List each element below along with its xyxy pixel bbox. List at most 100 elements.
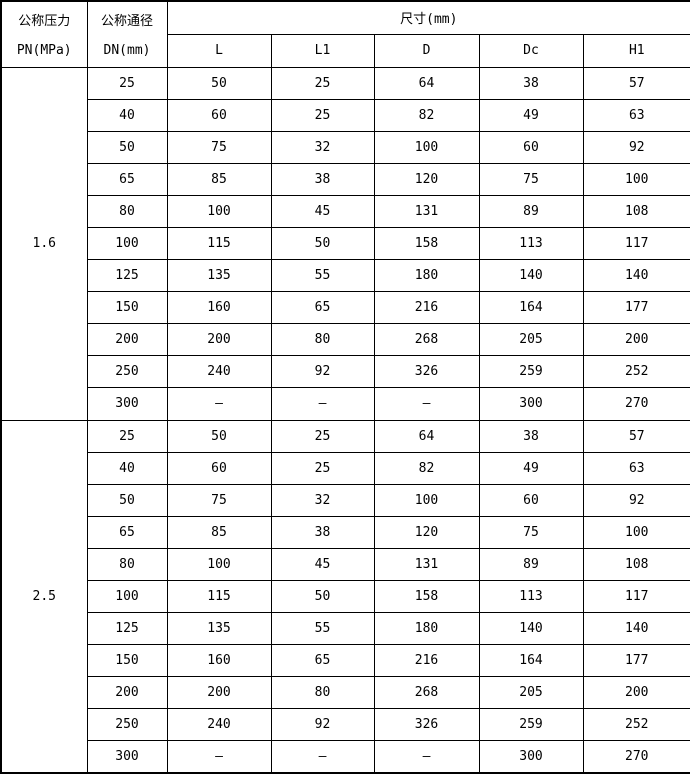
table-cell: 180: [373, 611, 480, 646]
table-cell: 92: [582, 483, 690, 517]
table-row: 80 100 45 131 89 108: [1, 547, 690, 581]
table-cell: 64: [373, 66, 480, 100]
header-dn-unit: DN(mm): [103, 43, 151, 59]
table-cell: 25: [86, 66, 168, 100]
table-row: 50 75 32 100 60 92: [1, 483, 690, 517]
table-row: 40 60 25 82 49 63: [1, 98, 690, 132]
header-col-L: L: [166, 33, 272, 68]
table-row: 100 115 50 158 113 117: [1, 579, 690, 613]
table-cell: 57: [582, 419, 690, 453]
table-cell: –: [166, 740, 272, 774]
table-cell: 65: [86, 162, 168, 196]
table-row: 100 115 50 158 113 117: [1, 227, 690, 261]
table-cell: 50: [166, 419, 272, 453]
table-cell: 216: [373, 291, 480, 325]
table-cell: 108: [582, 194, 690, 229]
table-cell: 100: [373, 483, 480, 517]
header-size-group: 尺寸(mm): [166, 0, 690, 35]
table-cell: 115: [166, 227, 272, 261]
table-row: 65 85 38 120 75 100: [1, 162, 690, 196]
table-cell: 80: [270, 323, 375, 357]
table-cell: 113: [478, 227, 584, 261]
table-cell: 250: [86, 708, 168, 742]
table-cell: 158: [373, 227, 480, 261]
header-col-H1: H1: [582, 33, 690, 68]
table-cell: 100: [86, 579, 168, 613]
table-cell: 326: [373, 708, 480, 742]
table-cell: 326: [373, 355, 480, 389]
table-cell: 60: [478, 130, 584, 164]
header-row-1: 公称压力 PN(MPa) 公称通径 DN(mm) 尺寸(mm): [0, 0, 690, 68]
table-cell: 180: [373, 259, 480, 293]
table-cell: 205: [478, 676, 584, 710]
table-cell: 60: [166, 451, 272, 485]
table-cell: 38: [478, 66, 584, 100]
table-cell: 200: [582, 323, 690, 357]
table-cell: –: [373, 387, 480, 421]
table-cell: 200: [86, 323, 168, 357]
table-cell: 150: [86, 291, 168, 325]
table-cell: 80: [86, 547, 168, 581]
table-cell: 125: [86, 259, 168, 293]
pn-value-cell: 2.5: [0, 419, 88, 774]
table-cell: 164: [478, 291, 584, 325]
table-cell: 268: [373, 323, 480, 357]
table-cell: 50: [270, 227, 375, 261]
table-cell: 25: [270, 98, 375, 132]
table-cell: 65: [270, 644, 375, 678]
table-cell: 55: [270, 611, 375, 646]
table-row: 50 75 32 100 60 92: [1, 130, 690, 164]
table-cell: 150: [86, 644, 168, 678]
table-cell: 120: [373, 515, 480, 549]
table-cell: 300: [478, 387, 584, 421]
table-cell: 75: [478, 515, 584, 549]
table-cell: 300: [86, 740, 168, 774]
table-row: 40 60 25 82 49 63: [1, 451, 690, 485]
table-cell: 125: [86, 611, 168, 646]
table-cell: 57: [582, 66, 690, 100]
table-cell: 205: [478, 323, 584, 357]
table-cell: 100: [582, 515, 690, 549]
table-row: 250 240 92 326 259 252: [1, 708, 690, 742]
header-dn: 公称通径 DN(mm): [86, 0, 168, 68]
table-row: 150 160 65 216 164 177: [1, 291, 690, 325]
table-cell: 38: [478, 419, 584, 453]
table-cell: 160: [166, 644, 272, 678]
table-cell: 115: [166, 579, 272, 613]
header-col-L1: L1: [270, 33, 375, 68]
table-cell: 252: [582, 708, 690, 742]
table-cell: 80: [86, 194, 168, 229]
table-cell: 82: [373, 98, 480, 132]
table-cell: 216: [373, 644, 480, 678]
table-cell: 75: [166, 130, 272, 164]
table-cell: 140: [478, 611, 584, 646]
table-cell: 117: [582, 227, 690, 261]
table-cell: 82: [373, 451, 480, 485]
header-pn-label: 公称压力: [18, 14, 71, 30]
table-cell: 65: [86, 515, 168, 549]
table-cell: 270: [582, 387, 690, 421]
table-row: 200 200 80 268 205 200: [1, 676, 690, 710]
header-pn: 公称压力 PN(MPa): [0, 0, 88, 68]
table-cell: 252: [582, 355, 690, 389]
table-cell: 49: [478, 98, 584, 132]
table-cell: 259: [478, 355, 584, 389]
table-cell: 64: [373, 419, 480, 453]
table-cell: 50: [270, 579, 375, 613]
table-cell: 140: [582, 259, 690, 293]
table-cell: 100: [86, 227, 168, 261]
table-cell: 200: [166, 323, 272, 357]
table-cell: 89: [478, 194, 584, 229]
table-cell: 240: [166, 708, 272, 742]
table-cell: 45: [270, 194, 375, 229]
table-cell: –: [270, 740, 375, 774]
table-cell: 158: [373, 579, 480, 613]
table-cell: 80: [270, 676, 375, 710]
table-cell: 200: [166, 676, 272, 710]
table-cell: 240: [166, 355, 272, 389]
table-row: 150 160 65 216 164 177: [1, 644, 690, 678]
table-row: 125 135 55 180 140 140: [1, 259, 690, 293]
table-cell: 177: [582, 644, 690, 678]
table-cell: 92: [270, 708, 375, 742]
